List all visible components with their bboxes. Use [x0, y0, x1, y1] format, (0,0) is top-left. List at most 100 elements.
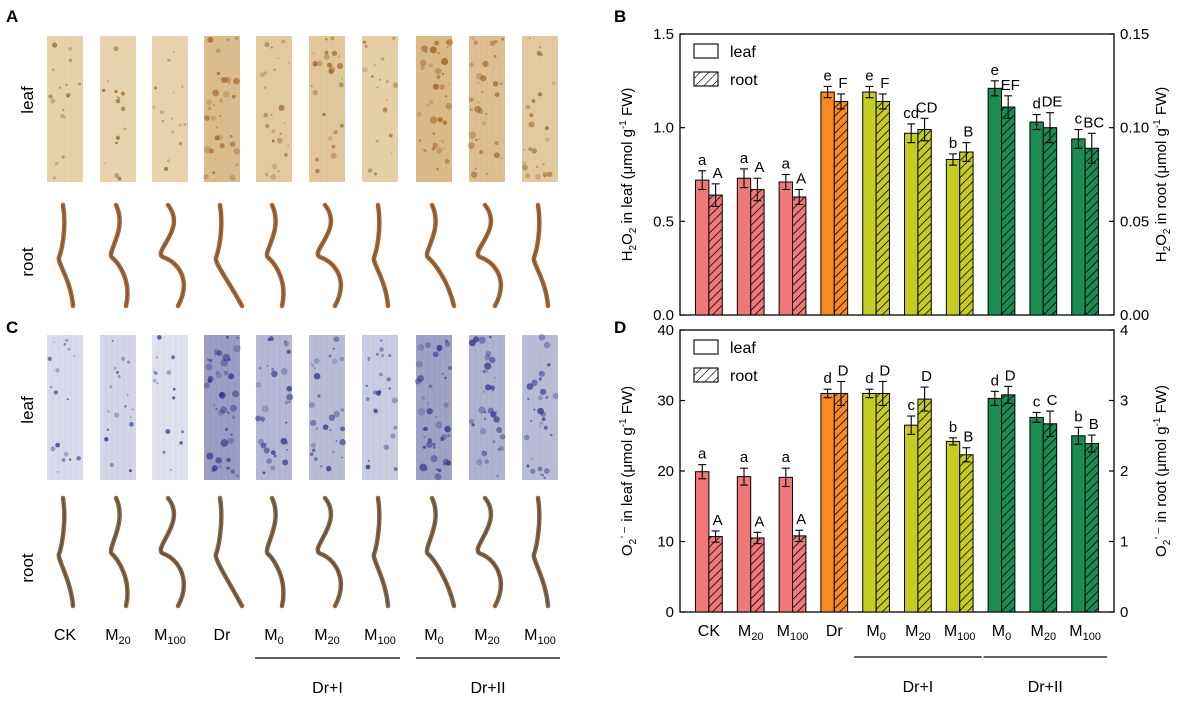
chart-d-bar-root-1: [708, 536, 723, 613]
chart-d-bar-leaf-10: [1071, 435, 1086, 613]
chart-b-legend-root-swatch: [693, 71, 719, 87]
chart-d-ytick-right-2: 2: [1120, 463, 1128, 480]
chart-b-bar-leaf-4: [820, 91, 835, 316]
chart-d-bar-leaf-6: [904, 424, 919, 613]
chart-d-group-label-dr1: Dr+I: [903, 679, 934, 696]
row-label-c-root: root: [18, 553, 37, 583]
photo-c-root-6: [315, 495, 343, 609]
chart-d-ytick-right-1: 1: [1120, 534, 1128, 551]
chart-d-letter-leaf-7: b: [949, 419, 957, 436]
chart-b-letter-leaf-10: c: [1075, 111, 1083, 128]
photo-a-leaf-9: [467, 36, 505, 182]
chart-b-legend-leaf-label: leaf: [730, 44, 756, 61]
chart-d-x-label-7: M100: [944, 623, 976, 643]
chart-b-legend-leaf-swatch: [693, 43, 719, 59]
chart-d-bar-root-8: [1001, 394, 1016, 613]
photo-x-label-3: M100: [154, 627, 186, 647]
chart-b-letter-root-7: B: [963, 124, 973, 141]
chart-d-ylabel-left: O2˙⁻ in leaf (μmol g-1 FW): [618, 386, 639, 556]
photo-c-leaf-4: [204, 335, 241, 480]
photo-a-leaf-1: [47, 36, 83, 182]
photo-c-root-8: [424, 495, 457, 609]
photo-a-leaf-7: [362, 36, 399, 182]
chart-d-letter-leaf-9: c: [1033, 393, 1041, 410]
chart-d-x-label-8: M0: [992, 623, 1011, 643]
chart-b-letter-leaf-8: e: [991, 62, 999, 79]
panel-label-d: D: [614, 318, 626, 337]
photo-x-label-7: M100: [364, 627, 396, 647]
chart-b-letter-root-1: A: [713, 165, 723, 182]
chart-d-bar-leaf-2: [736, 476, 752, 613]
chart-d-bar-leaf-4: [820, 392, 835, 613]
chart-d-letter-leaf-4: d: [823, 370, 831, 387]
photo-x-label-6: M20: [314, 627, 340, 647]
photo-a-root-8: [424, 202, 457, 309]
chart-d-letter-leaf-5: d: [865, 370, 873, 387]
chart-b-ylabel-left: H2O2 in leaf (μmol g-1 FW): [618, 88, 639, 262]
photo-a-root-10: [531, 202, 551, 309]
chart-b-bar-root-6: [917, 129, 932, 316]
photo-c-root-2: [108, 495, 130, 609]
chart-b-bar-leaf-2: [736, 177, 752, 316]
chart-b-bar-root-7: [959, 151, 974, 316]
chart-d-x-label-2: M20: [738, 623, 764, 643]
chart-b-letter-leaf-9: d: [1032, 96, 1040, 113]
chart-b-bar-root-4: [833, 100, 849, 316]
chart-d-letter-root-5: D: [879, 362, 890, 379]
chart-d-letter-leaf-8: d: [991, 372, 999, 389]
chart-d-x-label-1: CK: [698, 623, 721, 640]
photo-a-root-5: [264, 202, 286, 309]
row-label-c-leaf: leaf: [18, 396, 37, 424]
chart-b-bar-leaf-6: [904, 132, 919, 316]
chart-d-x-label-6: M20: [905, 623, 931, 643]
chart-b-bar-root-1: [708, 194, 723, 316]
chart-b-ytick-right-1: 0.05: [1120, 213, 1149, 230]
chart-b-ytick-left-1: 0.5: [653, 213, 674, 230]
photo-a-root-3: [158, 202, 186, 309]
chart-d-x-label-3: M100: [777, 623, 809, 643]
chart-d-x-label-9: M20: [1031, 623, 1057, 643]
chart-d-letter-root-3: A: [796, 511, 806, 528]
chart-b-letter-root-8: EF: [1001, 77, 1020, 94]
photo-panels: [47, 36, 559, 609]
photo-group-label-dr1: Dr+I: [312, 680, 343, 697]
chart-b-bar-leaf-3: [778, 181, 794, 316]
photo-a-root-1: [56, 202, 76, 309]
chart-b-ytick-right-2: 0.10: [1120, 120, 1149, 137]
photo-x-label-2: M20: [105, 627, 131, 647]
chart-d-bar-leaf-8: [987, 397, 1003, 613]
chart-b-ytick-left-2: 1.0: [653, 120, 674, 137]
photo-a-leaf-6: [309, 36, 345, 182]
chart-b-letter-root-9: DE: [1042, 94, 1063, 111]
photo-x-label-9: M20: [474, 627, 500, 647]
chart-b-letter-root-3: A: [796, 170, 806, 187]
chart-d-bar-root-9: [1042, 423, 1058, 613]
photo-group-label-dr2: Dr+II: [470, 680, 505, 697]
chart-b-letter-root-4: F: [838, 75, 847, 92]
chart-b-bar-root-5: [875, 100, 890, 316]
chart-b-bar-leaf-7: [945, 159, 961, 316]
photo-c-leaf-5: [255, 335, 294, 480]
chart-b-bar-leaf-1: [695, 179, 710, 316]
panel-label-a: A: [6, 7, 18, 26]
photo-a-root-7: [371, 202, 391, 309]
photo-c-leaf-2: [100, 335, 136, 480]
chart-d-ytick-left-4: 40: [657, 322, 674, 339]
chart-b-bar-root-3: [792, 196, 807, 316]
photo-x-label-4: Dr: [214, 627, 232, 644]
chart-b-letter-leaf-2: a: [740, 150, 749, 167]
panel-label-b: B: [614, 7, 626, 26]
photo-a-leaf-10: [522, 36, 558, 182]
chart-d-letter-root-6: D: [921, 368, 932, 385]
photo-a-root-9: [475, 202, 503, 309]
photo-c-root-10: [531, 495, 551, 609]
chart-d-letter-leaf-1: a: [698, 446, 707, 463]
chart-b-letter-leaf-3: a: [782, 156, 791, 173]
chart-d-legend-root-swatch: [693, 367, 719, 383]
photo-c-root-5: [264, 495, 286, 609]
photo-x-label-1: CK: [54, 627, 77, 644]
photo-c-leaf-10: [522, 334, 559, 480]
chart-d-bar-root-7: [959, 454, 974, 613]
